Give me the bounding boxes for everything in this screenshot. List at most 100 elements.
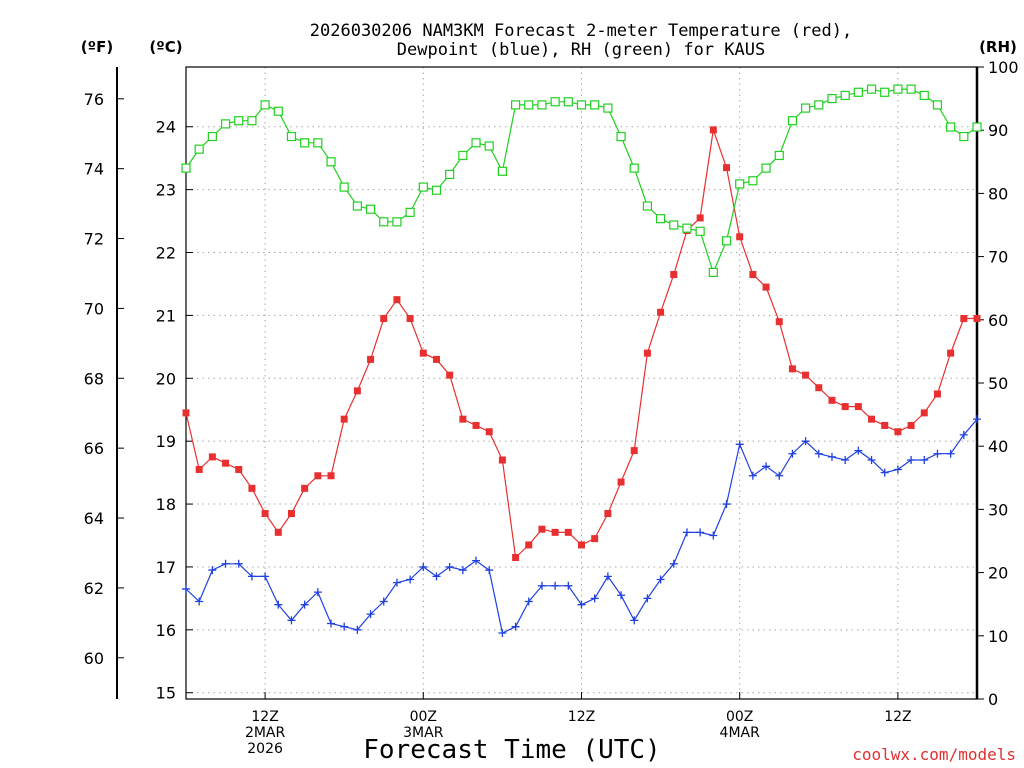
temperature-point [287,509,295,517]
rh-point [220,119,231,129]
temperature-point [907,421,915,429]
dewpoint-point [748,471,757,480]
dewpoint-point [472,556,481,565]
temperature-point [525,541,533,549]
dewpoint-point [208,566,217,575]
dewpoint-point [841,456,850,465]
rh-tick-label: 50 [988,374,1008,393]
rh-point [590,100,600,110]
dewpoint-point [656,575,665,584]
temperature-point [894,428,902,436]
temperature-point [182,409,190,417]
rh-point [893,84,903,94]
series-dewpoint [182,415,981,637]
temperature-point [709,126,717,134]
dewpoint-point [313,588,322,597]
temperature-point [670,271,678,279]
temperature-point [406,315,414,323]
rh-point [181,163,191,173]
chart-title-line-1: 2026030206 NAM3KM Forecast 2-meter Tempe… [310,21,852,41]
rh-point [629,163,639,173]
dewpoint-point [880,468,889,477]
rh-point [247,116,257,126]
rh-point [840,90,850,101]
dewpoint-point [511,622,520,631]
dewpoint-point [682,528,691,537]
dewpoint-point [775,471,784,480]
dewpoint-point [221,559,230,568]
celsius-unit-label: (ºC) [149,38,182,56]
dewpoint-point [696,528,705,537]
dewpoint-point [577,600,586,609]
temperature-point [828,396,836,404]
temperature-point [261,509,269,517]
dewpoint-point [788,449,797,458]
dewpoint-point [907,456,916,465]
time-tick-label: 12Z [884,709,911,725]
rh-unit-label: (RH) [979,38,1017,56]
rh-point [563,97,573,107]
rh-point [616,131,626,142]
rh-point [801,103,811,113]
dewpoint-point [379,597,388,606]
rh-point [497,166,507,176]
temperature-point [498,456,506,464]
dewpoint-point [603,572,612,581]
dewpoint-point [669,559,678,568]
rh-point [946,122,956,132]
temperature-point [578,541,585,549]
rh-point [695,226,705,236]
temperature-point [775,318,783,326]
rh-point [431,185,442,195]
dewpoint-point [709,531,718,540]
rh-point [194,144,204,154]
time-tick-label: 00Z [410,709,437,725]
data-series [181,84,982,637]
dewpoint-point [590,594,599,603]
dewpoint-point [485,566,494,575]
temperature-point [973,315,981,323]
dewpoint-point [867,456,876,465]
time-tick-label: 2MAR [245,725,286,741]
fahrenheit-tick-label: 64 [84,509,104,528]
celsius-tick-label: 23 [156,181,176,200]
rh-point [365,204,376,214]
source-credit: coolwx.com/models [852,745,1016,764]
time-tick-label: 00Z [726,709,753,725]
dewpoint-point [498,628,507,637]
dewpoint-point [445,562,454,571]
temperature-point [604,509,612,517]
dewpoint-point [946,449,955,458]
rh-point [273,106,283,116]
rh-point [972,122,982,132]
dewpoint-point [643,594,652,603]
temperature-point [367,355,375,363]
temperature-point [920,409,928,417]
dewpoint-point [617,591,626,600]
axes [116,66,984,700]
celsius-tick-label: 20 [156,369,176,388]
temperature-point [854,403,862,411]
rh-point [207,131,217,142]
dewpoint-point [247,572,256,581]
dewpoint-point [630,616,639,625]
rh-point [814,100,824,110]
dewpoint-point [959,430,968,439]
gridlines [186,67,977,699]
fahrenheit-tick-label: 70 [84,299,104,318]
temperature-point [432,355,440,363]
chart-title-line-2: Dewpoint (blue), RH (green) for KAUS [397,40,765,60]
temperature-point [248,484,256,492]
rh-point [326,157,336,167]
dewpoint-point [920,456,929,465]
axis-tick-labels: 15 16 17 18 19 20 21 22 23 24 60 62 64 66 68 70 72 74 76 0 1… [84,58,1019,757]
dewpoint-point [300,600,309,609]
dewpoint-point [274,600,283,609]
fahrenheit-tick-label: 62 [84,579,104,598]
celsius-tick-label: 18 [156,495,176,514]
celsius-tick-label: 21 [156,306,176,325]
rh-point [339,182,349,192]
rh-point [234,116,244,126]
x-axis-title: Forecast Time (UTC) [363,735,660,765]
